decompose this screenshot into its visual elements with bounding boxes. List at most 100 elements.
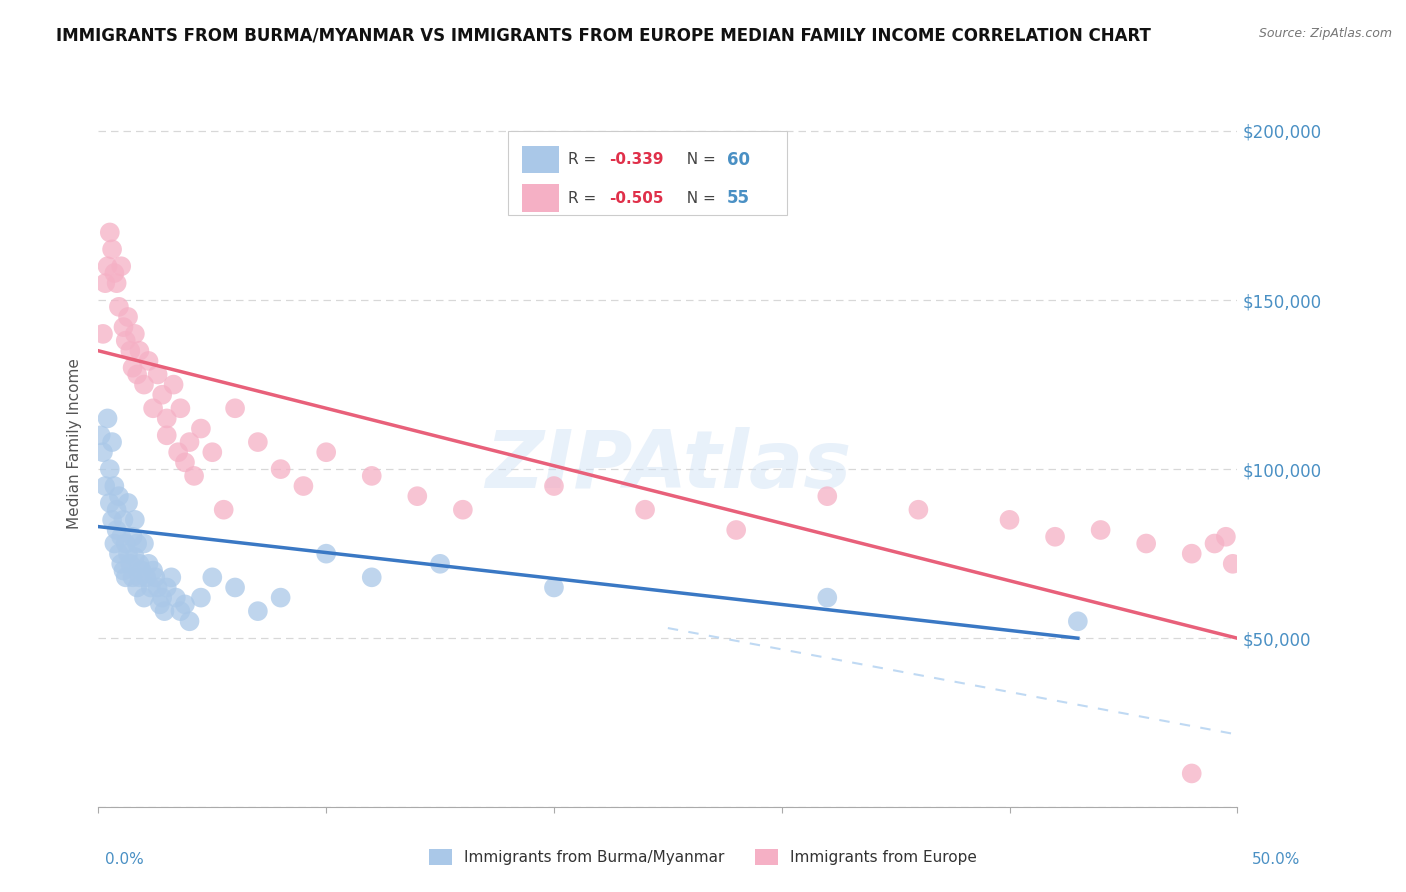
Text: R =: R = [568,191,600,205]
Text: -0.339: -0.339 [609,152,664,167]
Point [224,401,246,416]
Point [105,523,128,537]
Point [112,564,135,578]
Point [1181,766,1204,780]
Point [167,445,190,459]
Point [150,388,173,402]
Point [150,591,173,605]
Text: Source: ZipAtlas.com: Source: ZipAtlas.com [1258,27,1392,40]
Text: N =: N = [676,152,721,167]
Point [138,354,160,368]
Point [1043,530,1066,544]
Point [156,581,179,595]
Point [98,226,121,240]
Point [179,435,201,450]
Point [190,421,212,435]
Point [90,428,112,442]
Point [998,513,1021,527]
Point [360,570,382,584]
Point [128,557,150,571]
Point [110,557,132,571]
Text: N =: N = [676,191,721,205]
Point [132,591,155,605]
Point [121,360,143,375]
Point [120,343,142,358]
Point [1135,536,1157,550]
Point [1204,536,1226,550]
Point [815,489,838,503]
Point [1215,530,1237,544]
Point [149,598,172,612]
Point [103,266,125,280]
Point [121,530,143,544]
Point [360,469,382,483]
Point [725,523,748,537]
Point [162,377,184,392]
Text: -0.505: -0.505 [609,191,664,205]
Point [112,320,135,334]
Point [105,276,128,290]
Point [127,581,149,595]
Point [128,343,150,358]
Point [101,243,124,257]
Point [91,445,114,459]
Point [117,547,139,561]
Point [117,496,139,510]
Point [139,581,162,595]
Point [212,502,235,516]
Point [1090,523,1112,537]
Point [815,591,838,605]
Point [98,496,121,510]
Point [132,377,155,392]
Point [406,489,429,503]
Point [127,536,149,550]
Point [117,310,139,324]
Point [543,479,565,493]
Point [169,401,191,416]
Point [224,581,246,595]
Point [128,570,150,584]
Point [108,489,131,503]
Point [165,591,187,605]
Point [429,557,451,571]
Point [110,530,132,544]
Point [98,462,121,476]
Text: 55: 55 [727,189,749,207]
Point [451,502,474,516]
Point [174,598,197,612]
Point [315,547,337,561]
Point [131,564,153,578]
Text: ZIPAtlas: ZIPAtlas [485,426,851,505]
Point [103,536,125,550]
Point [190,591,212,605]
Text: 0.0%: 0.0% [105,852,145,867]
Point [135,570,157,584]
Text: 50.0%: 50.0% [1253,852,1301,867]
Point [138,557,160,571]
Point [201,570,224,584]
Point [160,570,183,584]
Point [146,368,169,382]
Point [1222,557,1244,571]
Point [108,547,131,561]
Text: IMMIGRANTS FROM BURMA/MYANMAR VS IMMIGRANTS FROM EUROPE MEDIAN FAMILY INCOME COR: IMMIGRANTS FROM BURMA/MYANMAR VS IMMIGRA… [56,27,1152,45]
Point [124,513,146,527]
Text: R =: R = [568,152,600,167]
Point [153,604,176,618]
Point [94,276,117,290]
Point [103,479,125,493]
Bar [522,185,558,212]
Point [156,411,179,425]
Point [121,570,143,584]
Point [174,455,197,469]
Point [108,300,131,314]
Legend: Immigrants from Burma/Myanmar, Immigrants from Europe: Immigrants from Burma/Myanmar, Immigrant… [423,843,983,871]
Point [114,536,136,550]
Text: 60: 60 [727,151,749,169]
Point [907,502,929,516]
Point [91,326,114,341]
Point [292,479,315,493]
Bar [522,145,558,173]
Point [169,604,191,618]
Point [270,462,292,476]
